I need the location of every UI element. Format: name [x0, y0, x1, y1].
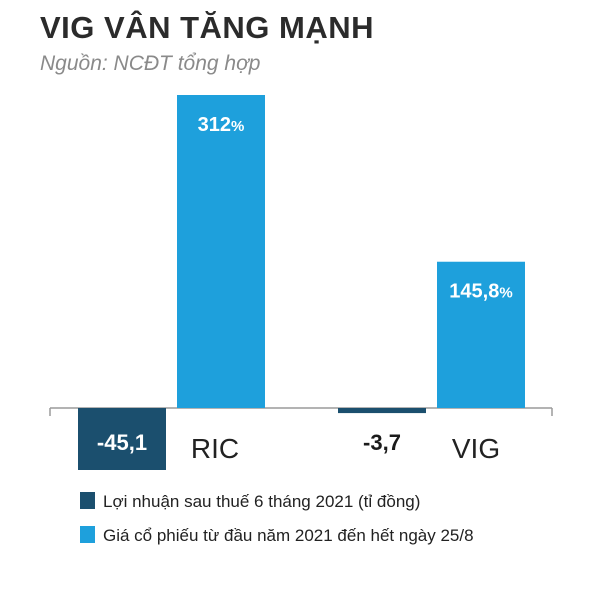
bar-price-vig — [437, 261, 525, 408]
bar-profit-vig — [338, 408, 426, 414]
legend-item-price: Giá cổ phiếu từ đầu năm 2021 đến hết ngà… — [80, 524, 474, 554]
legend-label-price: Giá cổ phiếu từ đầu năm 2021 đến hết ngà… — [103, 526, 474, 545]
data-label-profit-vig: -3,7 — [363, 430, 401, 455]
chart-title: VIG VÂN TĂNG MẠNH — [40, 10, 374, 45]
data-label-price-vig: 145,8% — [449, 281, 512, 303]
data-label-profit-ric: -45,1 — [97, 430, 147, 455]
bar-profit-ric — [78, 408, 166, 470]
legend-label-profit: Lợi nhuận sau thuế 6 tháng 2021 (tỉ đồng… — [103, 492, 421, 511]
legend-item-profit: Lợi nhuận sau thuế 6 tháng 2021 (tỉ đồng… — [80, 490, 420, 520]
data-label-price-ric: 312% — [198, 114, 245, 136]
category-label-ric: RIC — [191, 433, 239, 464]
legend-swatch-profit — [80, 492, 95, 509]
chart-subtitle: Nguồn: NCĐT tổng hợp — [40, 52, 261, 75]
legend-swatch-price — [80, 526, 95, 543]
category-label-vig: VIG — [452, 433, 500, 464]
bar-price-ric — [177, 95, 265, 408]
